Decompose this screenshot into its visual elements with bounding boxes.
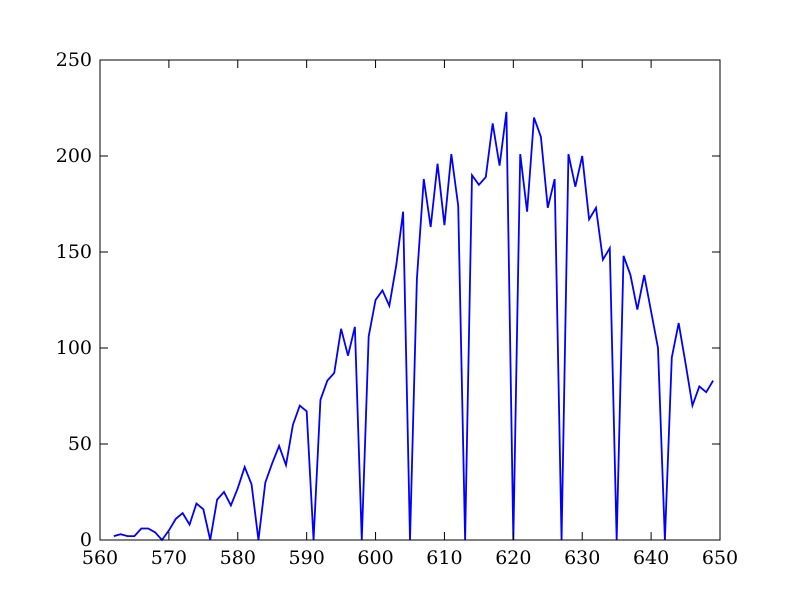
x-tick-label: 590 [289, 547, 325, 569]
y-tick-label: 0 [80, 529, 92, 551]
x-tick-label: 600 [357, 547, 393, 569]
x-tick-label: 630 [564, 547, 600, 569]
x-tick-label: 570 [151, 547, 187, 569]
y-tick-label: 50 [68, 433, 92, 455]
x-tick-label: 580 [220, 547, 256, 569]
x-tick-label: 650 [702, 547, 738, 569]
x-tick-label: 560 [82, 547, 118, 569]
y-tick-label: 250 [56, 49, 92, 71]
data-line [113, 111, 714, 542]
x-tick-label: 610 [426, 547, 462, 569]
y-tick-label: 200 [56, 145, 92, 167]
plot-frame [99, 59, 721, 541]
x-tick-label: 640 [633, 547, 669, 569]
x-tick-label: 620 [495, 547, 531, 569]
y-tick-label: 150 [56, 241, 92, 263]
y-tick-label: 100 [56, 337, 92, 359]
